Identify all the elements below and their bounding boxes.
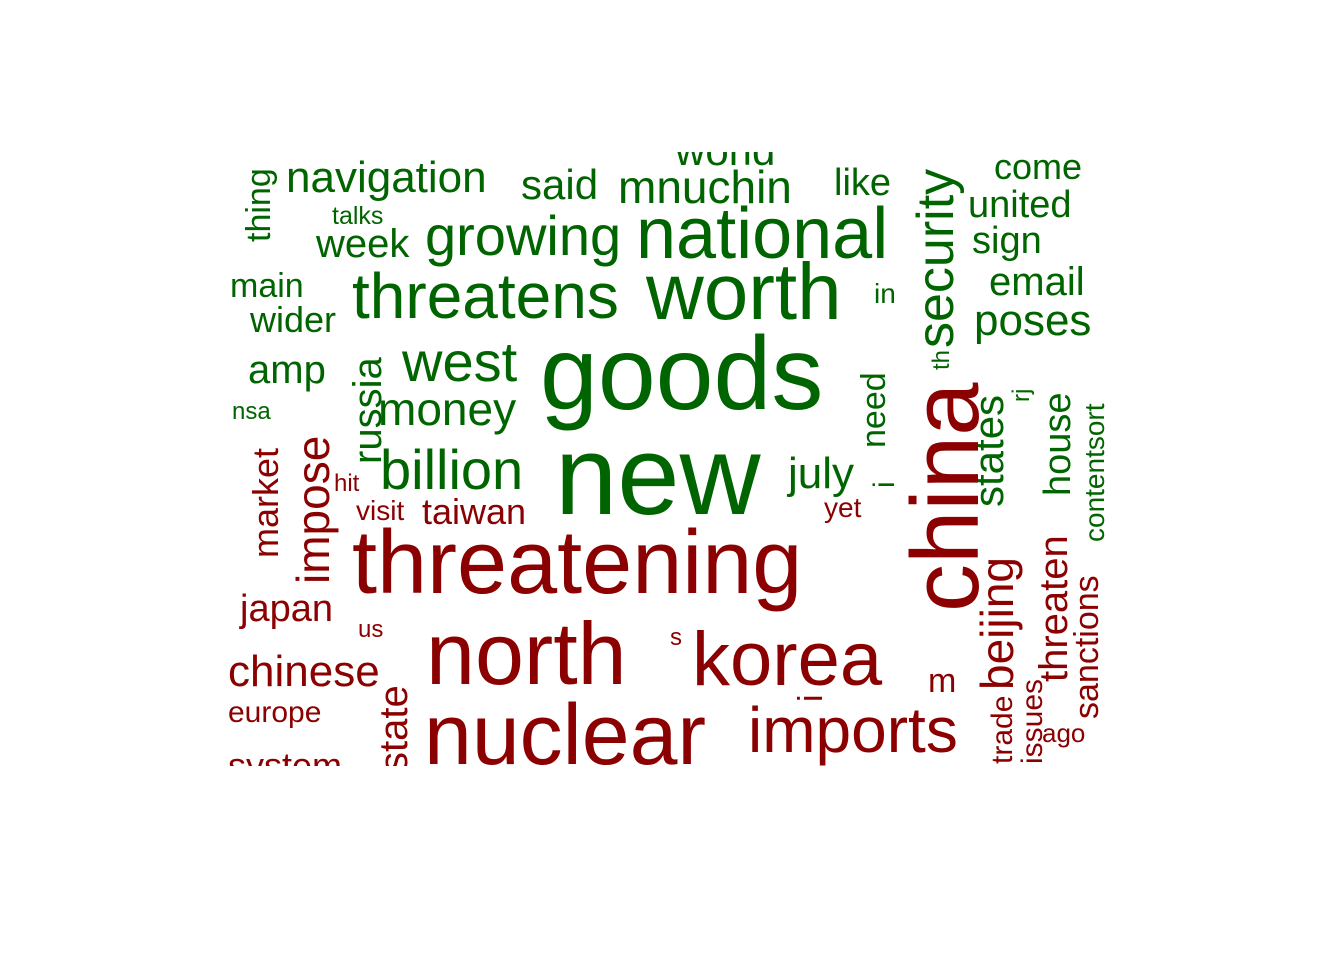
word-come: come <box>994 152 1083 187</box>
word-threatening: threatening <box>352 513 803 613</box>
word-market: market <box>245 447 286 558</box>
word-north: north <box>426 604 627 703</box>
word-talks: talks <box>332 202 384 230</box>
word-poses: poses <box>974 296 1092 345</box>
word-house: house <box>1037 392 1079 496</box>
word-nsa: nsa <box>232 398 271 425</box>
word-like: like <box>834 162 892 204</box>
word-worth: worth <box>646 247 842 336</box>
word-nuclear: nuclear <box>424 687 707 766</box>
word-impose: impose <box>287 435 339 584</box>
word-july: july <box>788 449 855 498</box>
word-ago: ago <box>1042 718 1086 748</box>
word-need: need <box>855 372 893 448</box>
word-sanctions: sanctions <box>1068 575 1106 719</box>
word-national: national <box>636 194 889 274</box>
word-s: s <box>670 624 682 651</box>
word-wider: wider <box>250 299 337 340</box>
word-threatens: threatens <box>352 260 619 332</box>
word-rj: rj <box>1008 388 1035 402</box>
word-said: said <box>521 161 599 208</box>
word-amp: amp <box>248 348 326 392</box>
word-chinese: chinese <box>228 647 380 696</box>
word-visit: visit <box>356 495 405 526</box>
word-security: security <box>907 168 965 348</box>
word-taiwan: taiwan <box>422 491 527 532</box>
word-main: main <box>230 267 304 305</box>
word-europe: europe <box>228 696 322 729</box>
word-cloud: world navigation said mnuchin like come thing t… <box>222 152 1114 766</box>
word-growing: growing <box>425 204 622 267</box>
word-thing: thing <box>240 168 278 242</box>
word-trade: trade <box>986 695 1019 764</box>
word-in: in <box>874 278 896 309</box>
word-mnuchin: mnuchin <box>618 161 792 213</box>
word-email: email <box>989 260 1085 304</box>
word-korea: korea <box>692 617 883 702</box>
word-west: west <box>402 330 518 393</box>
word-m: m <box>928 662 957 700</box>
word-money: money <box>378 383 517 435</box>
word-world: world <box>675 152 775 172</box>
word-beijing: beijing <box>971 557 1023 690</box>
word-yet: yet <box>824 492 862 523</box>
word-week: week <box>316 222 410 266</box>
word-state: state <box>372 685 416 766</box>
word-billion: billion <box>380 438 524 501</box>
word-us: us <box>358 616 384 643</box>
word-united: united <box>968 184 1072 226</box>
word-contentsort: contentsort <box>1079 403 1110 542</box>
word-sign: sign <box>972 220 1042 262</box>
word-system: system <box>228 745 343 767</box>
word-th: th <box>928 349 955 370</box>
word-japan: japan <box>240 588 333 630</box>
word-new: new <box>555 413 761 538</box>
word-goods: goods <box>540 316 824 432</box>
word-navigation: navigation <box>286 153 487 202</box>
word-hit: hit <box>334 470 360 497</box>
word-imports: imports <box>748 694 958 766</box>
